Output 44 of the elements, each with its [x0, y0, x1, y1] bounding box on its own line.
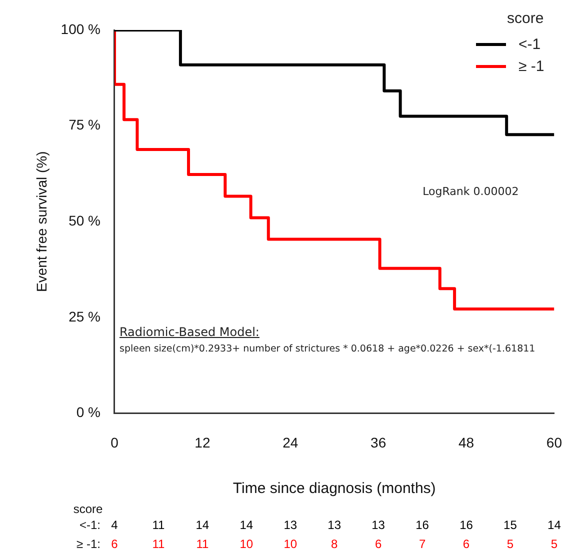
text: 6	[462, 537, 470, 551]
text: 14	[240, 518, 254, 532]
y-tick-label: 50 %	[68, 212, 100, 228]
text: 5	[550, 537, 558, 551]
text: 13	[328, 518, 342, 532]
text: <-1:	[79, 518, 100, 532]
text: 14	[196, 518, 210, 532]
x-tick-label: 24	[282, 434, 298, 450]
annotation: LogRank 0.00002	[422, 184, 519, 198]
text: 6	[111, 537, 118, 551]
annotation: Radiomic-Based Model:	[119, 324, 260, 339]
text: score	[73, 502, 103, 516]
x-tick-label: 12	[194, 434, 210, 450]
annotation: spleen size(cm)*0.2933+ number of strictures * 0.0618 + age*0.0226 + sex*(-1.61811	[119, 344, 536, 355]
x-tick-label: 48	[458, 434, 474, 450]
text: 8	[331, 537, 338, 551]
y-tick-label: 75 %	[68, 116, 100, 133]
text: 14	[548, 518, 561, 532]
text: 13	[372, 518, 385, 532]
x-axis-title: Time since diagnosis (months)	[232, 480, 436, 498]
text: 11	[152, 537, 165, 551]
text: 7	[418, 537, 426, 551]
y-tick-label: 0 %	[76, 404, 100, 420]
text: 16	[460, 518, 473, 532]
x-tick-label: 60	[546, 434, 562, 450]
legend-label: ≥ -1	[518, 58, 544, 74]
x-tick-label: 36	[370, 434, 386, 450]
x-tick-label: 0	[110, 434, 119, 450]
text: 10	[284, 537, 298, 551]
text: 4	[111, 518, 118, 532]
legend-title: score	[506, 10, 544, 27]
text: 16	[416, 518, 429, 532]
text: ≥ -1:	[76, 537, 100, 551]
y-tick-label: 25 %	[68, 308, 100, 324]
text: 10	[240, 537, 254, 551]
text: 11	[152, 518, 165, 532]
y-axis-title: Event free survival (%)	[33, 151, 50, 292]
y-tick-label: 100 %	[60, 20, 100, 37]
text: 13	[284, 518, 298, 532]
text: 6	[374, 537, 382, 551]
text: 11	[196, 537, 209, 551]
text: 5	[506, 537, 514, 551]
text: 15	[504, 518, 517, 532]
legend-label: <-1	[518, 36, 541, 52]
